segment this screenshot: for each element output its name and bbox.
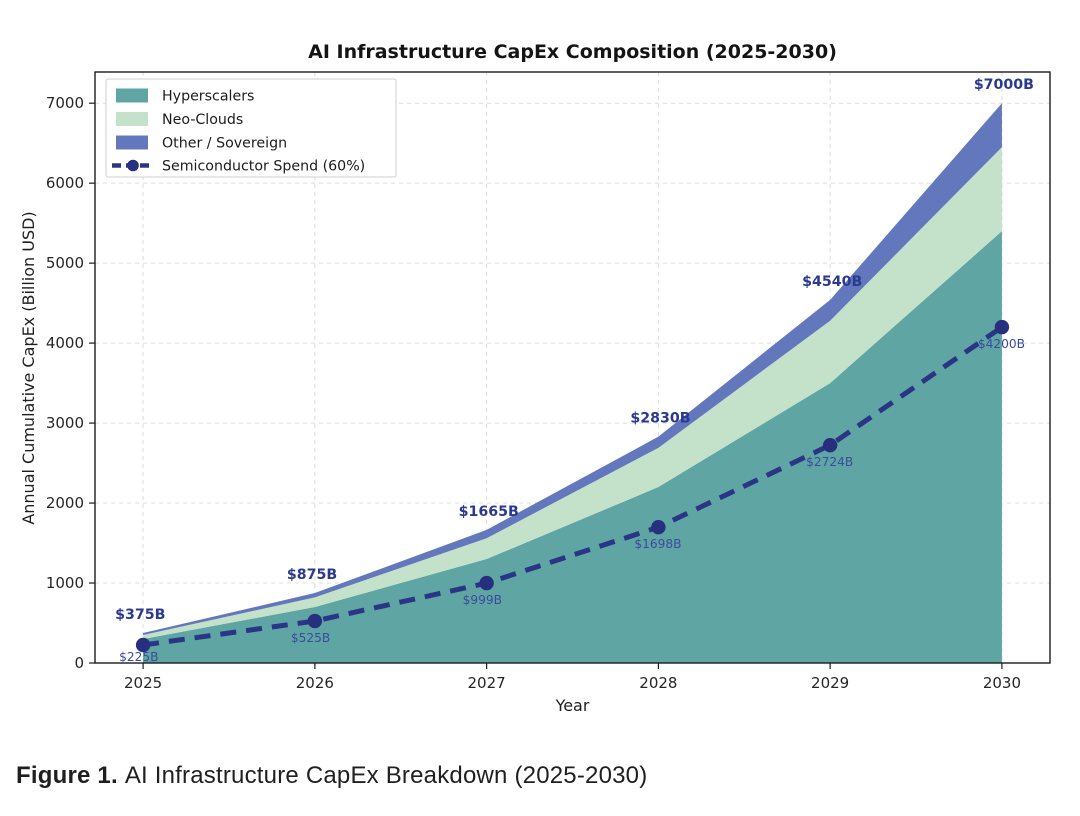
line-annotation: $4200B — [978, 337, 1025, 351]
legend-label: Other / Sovereign — [162, 136, 287, 152]
legend-swatch — [116, 112, 148, 126]
tick-labels: 0 1000 2000 3000 4000 5000 6000 7000 2025 2026 202… — [46, 94, 1021, 692]
chart-title: AI Infrastructure CapEx Composition (202… — [308, 41, 837, 63]
figure-caption-label: Figure 1. — [16, 762, 118, 789]
y-tick-label: 4000 — [46, 334, 84, 352]
total-annotation: $2830B — [630, 411, 690, 427]
x-tick-label: 2030 — [983, 674, 1021, 692]
x-tick-label: 2026 — [296, 674, 334, 692]
x-tick-label: 2029 — [811, 674, 849, 692]
x-tick-label: 2027 — [468, 674, 506, 692]
y-tick-label: 2000 — [46, 494, 84, 512]
stacked-area-hyperscalers — [143, 231, 1002, 663]
capex-chart-figure: 0 1000 2000 3000 4000 5000 6000 7000 2025 2026 202… — [19, 41, 1051, 715]
y-axis-label: Annual Cumulative CapEx (Billion USD) — [19, 211, 38, 524]
legend-label: Hyperscalers — [162, 89, 254, 105]
figure-caption: Figure 1. AI Infrastructure CapEx Breakdo… — [16, 762, 647, 790]
y-tick-label: 1000 — [46, 574, 84, 592]
line-marker — [994, 319, 1010, 335]
total-annotation: $1665B — [459, 504, 519, 520]
semiconductor-spend-line — [135, 319, 1010, 653]
line-annotations: $225B $525B $999B $1698B $2724B $4200B — [119, 337, 1025, 664]
x-tick-label: 2028 — [639, 674, 677, 692]
total-annotation: $4540B — [802, 274, 862, 290]
line-annotation: $525B — [291, 631, 330, 645]
x-tick-label: 2025 — [124, 674, 162, 692]
legend-label: Semiconductor Spend (60%) — [162, 159, 365, 175]
legend-label: Neo-Clouds — [162, 112, 243, 128]
axis-ticks — [89, 102, 1003, 669]
plot-border — [94, 71, 1051, 664]
legend-swatch — [116, 135, 148, 150]
line-marker — [651, 520, 666, 535]
line-marker — [135, 637, 151, 653]
line-marker — [479, 575, 494, 591]
line-annotation: $1698B — [634, 537, 681, 551]
figure-caption-text: AI Infrastructure CapEx Breakdown (2025-… — [124, 762, 648, 789]
y-tick-label: 5000 — [46, 254, 84, 272]
y-tick-label: 0 — [74, 654, 84, 672]
total-annotation: $375B — [115, 607, 165, 623]
line-marker — [307, 613, 323, 629]
y-tick-label: 6000 — [46, 174, 84, 192]
line-annotation: $225B — [119, 650, 158, 664]
y-tick-label: 3000 — [46, 414, 84, 432]
legend: Hyperscalers Neo-Clouds Other / Sovereign S… — [105, 78, 397, 178]
legend-marker — [127, 159, 139, 172]
y-tick-label: 7000 — [46, 94, 84, 112]
total-annotations: $375B $875B $1665B $2830B $4540B $7000B — [115, 77, 1034, 623]
legend-swatch — [116, 88, 148, 103]
total-annotation: $7000B — [974, 77, 1034, 93]
capex-chart-svg: 0 1000 2000 3000 4000 5000 6000 7000 2025 2026 202… — [19, 41, 1051, 715]
x-axis-label: Year — [555, 696, 590, 715]
line-annotation: $2724B — [806, 455, 853, 469]
total-annotation: $875B — [287, 567, 337, 583]
line-marker — [822, 437, 838, 453]
line-annotation: $999B — [463, 593, 502, 607]
